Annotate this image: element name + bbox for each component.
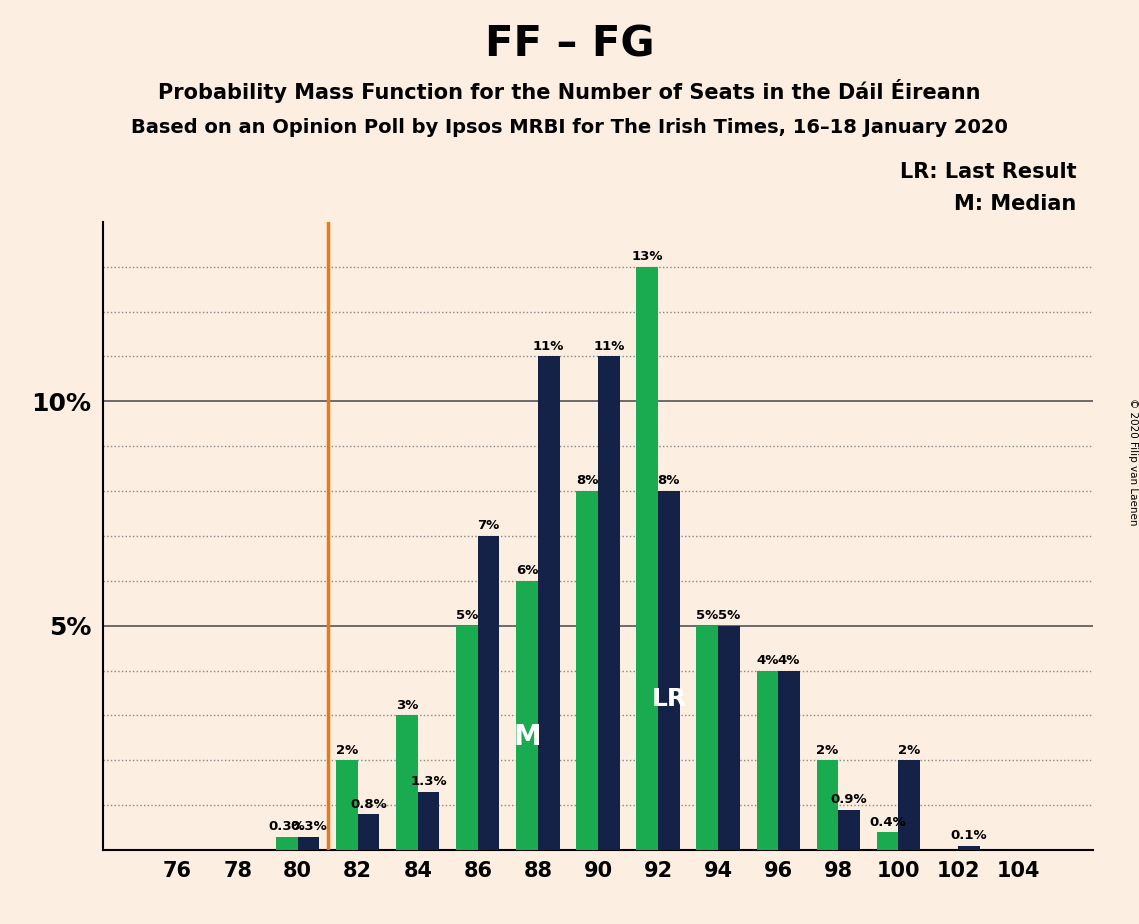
Bar: [877, 833, 899, 850]
Bar: [899, 760, 920, 850]
Bar: [576, 491, 598, 850]
Text: 11%: 11%: [593, 340, 624, 353]
Bar: [276, 836, 297, 850]
Text: 2%: 2%: [898, 744, 920, 757]
Text: 1.3%: 1.3%: [410, 775, 446, 788]
Text: 4%: 4%: [778, 654, 800, 667]
Text: © 2020 Filip van Laenen: © 2020 Filip van Laenen: [1129, 398, 1138, 526]
Bar: [396, 715, 418, 850]
Text: 0.3%: 0.3%: [290, 820, 327, 833]
Bar: [538, 357, 559, 850]
Text: 3%: 3%: [396, 699, 418, 711]
Text: 0.1%: 0.1%: [951, 829, 988, 842]
Text: M: M: [514, 723, 541, 751]
Text: M: Median: M: Median: [954, 194, 1076, 214]
Bar: [838, 809, 860, 850]
Text: 0.8%: 0.8%: [350, 797, 387, 810]
Text: 11%: 11%: [533, 340, 565, 353]
Bar: [817, 760, 838, 850]
Bar: [297, 836, 319, 850]
Bar: [756, 671, 778, 850]
Bar: [418, 792, 440, 850]
Bar: [336, 760, 358, 850]
Text: Probability Mass Function for the Number of Seats in the Dáil Éireann: Probability Mass Function for the Number…: [158, 79, 981, 103]
Bar: [516, 581, 538, 850]
Text: 0.3%: 0.3%: [269, 820, 305, 833]
Bar: [358, 814, 379, 850]
Text: 13%: 13%: [631, 250, 663, 263]
Text: FF – FG: FF – FG: [485, 23, 654, 65]
Text: 8%: 8%: [657, 474, 680, 488]
Bar: [598, 357, 620, 850]
Text: 2%: 2%: [817, 744, 838, 757]
Bar: [637, 267, 658, 850]
Bar: [718, 626, 739, 850]
Text: 7%: 7%: [477, 519, 500, 532]
Bar: [457, 626, 478, 850]
Bar: [958, 845, 980, 850]
Text: 0.9%: 0.9%: [830, 793, 867, 806]
Bar: [778, 671, 800, 850]
Text: 8%: 8%: [576, 474, 598, 488]
Text: LR: LR: [652, 687, 687, 711]
Bar: [696, 626, 718, 850]
Text: 6%: 6%: [516, 565, 539, 578]
Text: 5%: 5%: [696, 609, 719, 622]
Text: LR: Last Result: LR: Last Result: [900, 162, 1076, 182]
Text: 5%: 5%: [718, 609, 740, 622]
Bar: [478, 536, 500, 850]
Text: 4%: 4%: [756, 654, 779, 667]
Text: 2%: 2%: [336, 744, 358, 757]
Bar: [658, 491, 680, 850]
Text: 5%: 5%: [456, 609, 478, 622]
Text: Based on an Opinion Poll by Ipsos MRBI for The Irish Times, 16–18 January 2020: Based on an Opinion Poll by Ipsos MRBI f…: [131, 118, 1008, 138]
Text: 0.4%: 0.4%: [869, 816, 906, 829]
